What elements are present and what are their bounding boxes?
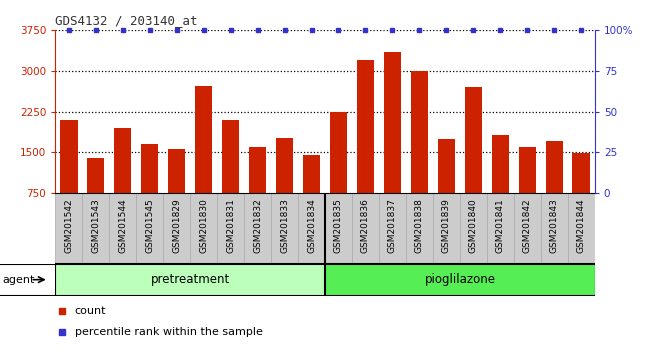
Bar: [276, 138, 293, 193]
Bar: [60, 120, 77, 193]
Text: GSM201833: GSM201833: [280, 199, 289, 253]
Bar: [168, 149, 185, 193]
Bar: [433, 193, 460, 264]
Text: agent: agent: [3, 275, 35, 285]
Text: GSM201841: GSM201841: [496, 199, 505, 253]
Bar: [491, 135, 509, 193]
Text: GSM201843: GSM201843: [550, 199, 559, 253]
Bar: [465, 87, 482, 193]
Bar: [460, 193, 487, 264]
Text: GSM201837: GSM201837: [388, 199, 397, 253]
Text: GSM201829: GSM201829: [172, 199, 181, 253]
Bar: [136, 193, 163, 264]
Bar: [163, 193, 190, 264]
Bar: [55, 264, 325, 296]
Bar: [330, 112, 347, 193]
Bar: [437, 139, 455, 193]
Bar: [271, 193, 298, 264]
Bar: [411, 71, 428, 193]
Text: GSM201543: GSM201543: [91, 199, 100, 253]
Bar: [406, 193, 433, 264]
Bar: [109, 193, 136, 264]
Text: pretreatment: pretreatment: [151, 273, 229, 286]
Text: GSM201832: GSM201832: [253, 199, 262, 253]
Bar: [87, 158, 105, 193]
Text: GSM201844: GSM201844: [577, 199, 586, 253]
Text: GSM201542: GSM201542: [64, 199, 73, 253]
Bar: [303, 155, 320, 193]
Bar: [82, 193, 109, 264]
Text: GSM201544: GSM201544: [118, 199, 127, 253]
Bar: [195, 86, 213, 193]
Text: percentile rank within the sample: percentile rank within the sample: [75, 327, 263, 337]
Bar: [568, 193, 595, 264]
Bar: [55, 193, 83, 264]
Text: GSM201839: GSM201839: [442, 199, 451, 253]
Bar: [249, 147, 266, 193]
Bar: [114, 128, 131, 193]
Bar: [357, 60, 374, 193]
Text: count: count: [75, 306, 106, 316]
Text: GSM201830: GSM201830: [199, 199, 208, 253]
Text: GSM201842: GSM201842: [523, 199, 532, 253]
Text: GSM201838: GSM201838: [415, 199, 424, 253]
Bar: [352, 193, 379, 264]
Bar: [222, 120, 239, 193]
Bar: [298, 193, 325, 264]
Bar: [514, 193, 541, 264]
Text: GSM201835: GSM201835: [334, 199, 343, 253]
Bar: [141, 144, 159, 193]
Text: GSM201834: GSM201834: [307, 199, 316, 253]
Bar: [190, 193, 217, 264]
Bar: [384, 52, 401, 193]
Text: GSM201840: GSM201840: [469, 199, 478, 253]
Bar: [519, 147, 536, 193]
Bar: [244, 193, 271, 264]
Bar: [545, 141, 563, 193]
Text: GSM201831: GSM201831: [226, 199, 235, 253]
Bar: [325, 264, 595, 296]
Bar: [217, 193, 244, 264]
Text: GSM201545: GSM201545: [145, 199, 154, 253]
Bar: [379, 193, 406, 264]
Bar: [541, 193, 568, 264]
Bar: [325, 193, 352, 264]
Bar: [487, 193, 514, 264]
Text: GDS4132 / 203140_at: GDS4132 / 203140_at: [55, 14, 198, 27]
Bar: [573, 153, 590, 193]
Text: pioglilazone: pioglilazone: [424, 273, 495, 286]
Text: GSM201836: GSM201836: [361, 199, 370, 253]
